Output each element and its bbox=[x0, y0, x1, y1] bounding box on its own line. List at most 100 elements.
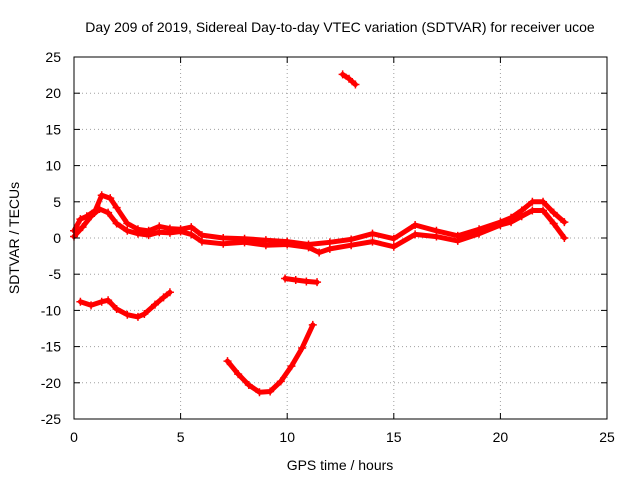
data-point bbox=[123, 219, 132, 228]
y-tick-label: -15 bbox=[41, 339, 61, 355]
x-axis-label: GPS time / hours bbox=[287, 457, 394, 473]
data-point bbox=[325, 244, 334, 253]
data-point bbox=[112, 203, 121, 212]
data-point bbox=[234, 370, 243, 379]
data-point bbox=[313, 278, 322, 287]
data-point bbox=[411, 220, 420, 229]
data-point bbox=[104, 208, 113, 217]
plot-frame bbox=[73, 56, 608, 420]
data-point bbox=[165, 228, 174, 237]
data-point bbox=[304, 243, 313, 252]
data-point bbox=[76, 215, 85, 224]
data-point bbox=[123, 226, 132, 235]
data-point bbox=[151, 300, 160, 309]
x-tick-label: 5 bbox=[177, 429, 185, 445]
data-point bbox=[453, 236, 462, 245]
data-point bbox=[308, 320, 317, 329]
y-tick-label: -20 bbox=[41, 375, 61, 391]
data-point bbox=[223, 357, 232, 366]
data-point bbox=[549, 219, 558, 228]
y-tick-label: -5 bbox=[49, 266, 62, 282]
data-point bbox=[261, 241, 270, 250]
data-point bbox=[140, 310, 149, 319]
data-point bbox=[507, 218, 516, 227]
data-point bbox=[187, 230, 196, 239]
data-point bbox=[389, 242, 398, 251]
data-point bbox=[560, 234, 569, 242]
y-tick-label: 25 bbox=[45, 49, 61, 65]
data-point bbox=[351, 80, 360, 89]
data-point bbox=[347, 241, 356, 250]
axis-ticks bbox=[73, 56, 608, 420]
y-tick-label: 15 bbox=[45, 121, 61, 137]
y-tick-label: -25 bbox=[41, 411, 61, 427]
y-tick-label: -10 bbox=[41, 302, 61, 318]
x-tick-label: 20 bbox=[493, 429, 509, 445]
data-point bbox=[240, 238, 249, 247]
x-tick-label: 15 bbox=[386, 429, 402, 445]
data-point bbox=[389, 234, 398, 243]
data-point bbox=[112, 219, 121, 228]
data-point bbox=[549, 208, 558, 217]
data-point bbox=[368, 237, 377, 246]
series-line bbox=[282, 276, 320, 285]
series-main-band-upper bbox=[70, 191, 569, 249]
x-tick-labels: 0 5 10 15 20 25 bbox=[70, 429, 615, 445]
data-point bbox=[144, 231, 153, 240]
series-arc-early bbox=[76, 288, 174, 321]
data-point bbox=[133, 229, 142, 238]
data-point bbox=[97, 191, 106, 200]
data-point bbox=[112, 304, 121, 313]
y-tick-labels: -25 -20 -15 -10 -5 0 5 10 15 20 25 bbox=[41, 49, 61, 427]
y-tick-label: 10 bbox=[45, 158, 61, 174]
data-point bbox=[283, 240, 292, 249]
data-point bbox=[475, 229, 484, 238]
data-point bbox=[291, 275, 300, 284]
data-point bbox=[368, 229, 377, 238]
data-point bbox=[123, 310, 132, 319]
data-point bbox=[411, 230, 420, 239]
y-tick-label: 20 bbox=[45, 85, 61, 101]
data-point bbox=[78, 223, 87, 232]
y-tick-label: 5 bbox=[53, 194, 61, 210]
series-arc-short-offset bbox=[281, 274, 322, 287]
data-point bbox=[528, 197, 537, 206]
series-main-band-lower bbox=[70, 205, 569, 257]
data-point bbox=[104, 296, 113, 305]
data-point bbox=[244, 380, 253, 389]
data-point bbox=[266, 387, 275, 396]
data-point bbox=[219, 239, 228, 248]
data-point bbox=[165, 288, 174, 297]
data-point bbox=[97, 297, 106, 306]
data-point bbox=[298, 344, 307, 353]
data-point bbox=[255, 388, 264, 397]
data-point bbox=[281, 274, 290, 283]
data-point bbox=[95, 205, 104, 214]
series-line bbox=[225, 322, 316, 395]
data-point bbox=[302, 277, 311, 286]
data-point bbox=[517, 212, 526, 221]
data-point bbox=[197, 237, 206, 246]
data-point bbox=[539, 197, 548, 206]
data-point bbox=[287, 362, 296, 371]
x-tick-label: 10 bbox=[279, 429, 295, 445]
data-point bbox=[338, 70, 347, 79]
data-point bbox=[76, 297, 85, 306]
y-tick-label: 0 bbox=[53, 230, 61, 246]
data-point bbox=[87, 301, 96, 310]
data-point bbox=[176, 227, 185, 236]
data-point bbox=[87, 212, 96, 221]
data-point bbox=[106, 194, 115, 203]
data-point bbox=[560, 218, 569, 227]
data-point bbox=[315, 248, 324, 257]
x-tick-label: 0 bbox=[70, 429, 78, 445]
y-axis-label: SDTVAR / TECUs bbox=[6, 182, 22, 294]
series-arc-midday-dip bbox=[223, 320, 317, 397]
data-point bbox=[187, 223, 196, 232]
chart-title: Day 209 of 2019, Sidereal Day-to-day VTE… bbox=[85, 19, 595, 35]
data-point bbox=[539, 206, 548, 215]
data-point bbox=[276, 377, 285, 386]
data-point bbox=[133, 312, 142, 321]
data-series bbox=[70, 70, 569, 397]
